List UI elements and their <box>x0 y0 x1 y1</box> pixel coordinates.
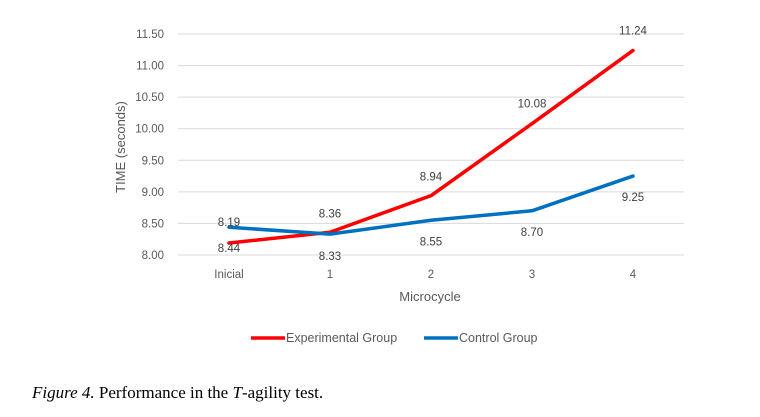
legend-label: Control Group <box>459 331 538 345</box>
y-tick-label: 10.50 <box>135 92 164 104</box>
legend: Experimental Group Control Group <box>251 331 538 345</box>
y-tick-label: 9.00 <box>142 187 164 199</box>
caption-emph: T <box>232 383 242 402</box>
y-tick-label: 8.00 <box>142 250 164 262</box>
data-label-experimental: 11.24 <box>619 25 648 37</box>
x-axis-title: Microcycle <box>399 289 460 304</box>
y-axis-ticks: 8.00 8.50 9.00 9.50 10.00 10.50 11.00 11.50 <box>135 29 164 262</box>
series-line-experimental <box>227 48 635 245</box>
data-label-experimental: 10.08 <box>518 99 547 111</box>
data-label-control: 8.33 <box>319 251 341 263</box>
y-tick-label: 11.00 <box>136 61 164 73</box>
x-tick-label: 4 <box>630 269 637 281</box>
caption-label: Figure 4. <box>32 383 95 402</box>
y-tick-label: 8.50 <box>142 218 164 230</box>
legend-label: Experimental Group <box>286 331 397 345</box>
series-line-control <box>227 174 635 236</box>
y-tick-label: 9.50 <box>142 155 164 167</box>
x-tick-label: 1 <box>327 269 333 281</box>
series-lines <box>227 48 635 245</box>
data-label-control: 8.70 <box>521 227 543 239</box>
y-axis-title: TIME (seconds) <box>113 101 128 193</box>
data-label-experimental: 8.36 <box>319 208 341 220</box>
gridlines <box>178 33 684 256</box>
data-labels: 8.19 8.36 8.94 10.08 11.24 8.44 8.33 8.55 8.70 9.… <box>218 25 648 263</box>
figure-caption: Figure 4. Performance in the T-agility t… <box>32 383 323 403</box>
caption-text-after: -agility test. <box>241 383 324 402</box>
x-tick-label: Inicial <box>214 269 243 281</box>
data-label-control: 8.55 <box>420 236 442 248</box>
caption-text-before: Performance in the <box>94 383 233 402</box>
x-axis-ticks: Inicial 1 2 3 4 <box>214 269 637 281</box>
chart: 8.00 8.50 9.00 9.50 10.00 10.50 11.00 11.50 Ini… <box>113 25 684 345</box>
data-label-control: 8.44 <box>218 243 241 255</box>
y-tick-label: 11.50 <box>136 29 164 41</box>
data-label-experimental: 8.19 <box>218 217 240 229</box>
x-tick-label: 3 <box>529 269 535 281</box>
data-label-control: 9.25 <box>622 192 644 204</box>
x-tick-label: 2 <box>428 269 434 281</box>
y-tick-label: 10.00 <box>135 124 164 136</box>
data-label-experimental: 8.94 <box>420 172 443 184</box>
